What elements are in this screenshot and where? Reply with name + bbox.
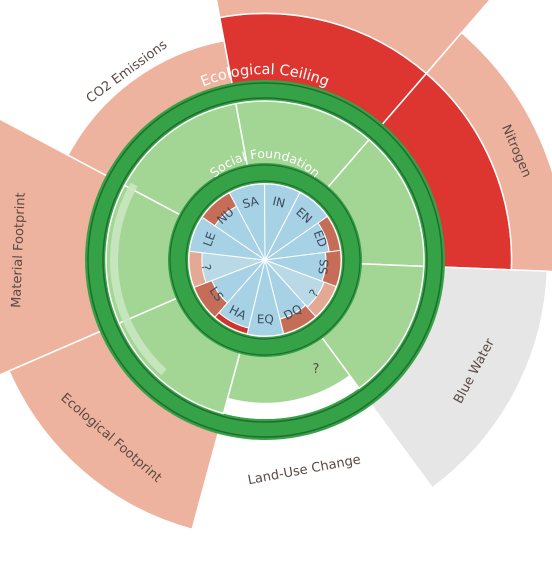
- social-label-unknown-10: ?: [199, 263, 214, 271]
- wedge-phosphorus: [215, 0, 491, 75]
- social-label-sa: SA: [241, 194, 261, 212]
- social-label-ls: LS: [207, 284, 227, 304]
- wedge-nitrogen: [425, 31, 552, 273]
- social-wedge-nu: [214, 205, 266, 261]
- eco-label-material-footprint: Material Footprint: [9, 192, 29, 308]
- social-label-in: IN: [271, 194, 286, 211]
- foundation-band-edge-1: [185, 180, 345, 340]
- ecological-ceiling-ring: [85, 80, 445, 440]
- social-label-eq: EQ: [257, 312, 274, 326]
- blue-water-unknown-mark: ?: [313, 362, 320, 377]
- social-foundation-disc: [188, 183, 342, 337]
- foundation-band-edge-0: [169, 164, 361, 356]
- social-label-le: LE: [200, 230, 218, 248]
- social-foundation-ring: [168, 162, 363, 358]
- ceiling-band-edge-1: [102, 97, 428, 423]
- social-label-ss: SS: [316, 258, 332, 275]
- safe-highlight: [110, 182, 167, 376]
- ceiling-band-edge-0: [87, 82, 443, 438]
- eco-label-land-use-change: Land-Use Change: [247, 452, 362, 488]
- social-label-ed: ED: [311, 228, 330, 249]
